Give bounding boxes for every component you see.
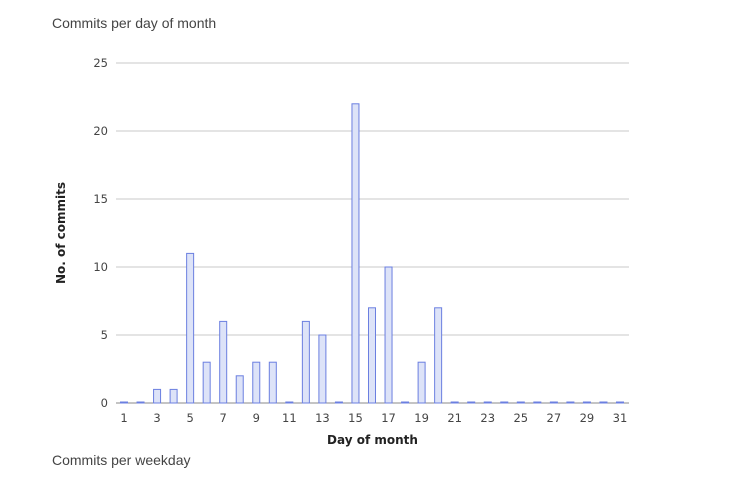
- y-axis-title: No. of commits: [54, 182, 68, 284]
- x-tick-label: 23: [480, 411, 495, 425]
- y-tick-label: 10: [93, 260, 108, 274]
- x-tick-label: 25: [513, 411, 528, 425]
- x-tick-label: 9: [253, 411, 260, 425]
- x-tick-label: 3: [153, 411, 160, 425]
- bar-day-9[interactable]: [252, 361, 261, 404]
- x-tick-label: 1: [120, 411, 127, 425]
- bar-day-24[interactable]: [500, 401, 509, 404]
- y-tick-label: 15: [93, 192, 108, 206]
- bar-day-16[interactable]: [368, 307, 376, 404]
- bar-day-10[interactable]: [268, 361, 277, 404]
- bar-day-2[interactable]: [136, 401, 145, 404]
- bar-day-23[interactable]: [483, 401, 492, 404]
- x-tick-label: 21: [447, 411, 462, 425]
- bar-day-14[interactable]: [334, 401, 343, 404]
- x-axis-tick-labels: 1 3 5 7 9 11 13 15 17 19 21 23 25 27 29 31: [120, 411, 627, 425]
- bar-day-25[interactable]: [516, 401, 525, 404]
- x-tick-label: 29: [580, 411, 595, 425]
- x-axis-title: Day of month: [327, 433, 418, 447]
- bar-day-22[interactable]: [467, 401, 476, 404]
- bar-day-3[interactable]: [153, 388, 162, 404]
- bar-day-31[interactable]: [616, 401, 624, 404]
- bar-day-5[interactable]: [186, 252, 195, 404]
- x-tick-label: 15: [348, 411, 363, 425]
- bar-day-19[interactable]: [417, 361, 426, 404]
- bar-day-1[interactable]: [120, 401, 128, 404]
- x-tick-label: 17: [381, 411, 396, 425]
- bar-day-11[interactable]: [285, 401, 294, 404]
- bar-day-15[interactable]: [351, 103, 360, 404]
- bar-day-8[interactable]: [235, 375, 244, 404]
- bars: [120, 103, 624, 404]
- bar-day-21[interactable]: [450, 401, 459, 404]
- bar-day-13[interactable]: [318, 334, 327, 404]
- y-tick-label: 20: [93, 124, 108, 138]
- x-tick-label: 5: [186, 411, 193, 425]
- x-tick-label: 27: [547, 411, 562, 425]
- y-tick-label: 25: [93, 56, 108, 70]
- x-tick-label: 19: [414, 411, 429, 425]
- x-tick-label: 13: [315, 411, 330, 425]
- x-tick-label: 31: [613, 411, 628, 425]
- y-axis-tick-labels: 0 5 10 15 20 25: [93, 56, 108, 410]
- bar-day-18[interactable]: [401, 401, 410, 404]
- x-tick-label: 7: [220, 411, 227, 425]
- bar-day-4[interactable]: [169, 388, 178, 404]
- bar-day-30[interactable]: [599, 401, 608, 404]
- bar-day-6[interactable]: [202, 361, 211, 404]
- chart-section-title: Commits per day of month: [52, 15, 217, 31]
- bar-day-27[interactable]: [549, 401, 558, 404]
- bar-day-26[interactable]: [533, 401, 542, 404]
- bar-day-12[interactable]: [301, 320, 310, 404]
- bar-day-20[interactable]: [434, 307, 443, 404]
- bar-day-28[interactable]: [566, 401, 575, 404]
- y-tick-label: 0: [101, 396, 108, 410]
- weekday-section-title: Commits per weekday: [52, 452, 191, 468]
- bar-day-7[interactable]: [219, 320, 228, 404]
- x-tick-label: 11: [282, 411, 297, 425]
- bar-day-29[interactable]: [582, 401, 591, 404]
- y-tick-label: 5: [101, 328, 108, 342]
- bar-day-17[interactable]: [384, 266, 393, 404]
